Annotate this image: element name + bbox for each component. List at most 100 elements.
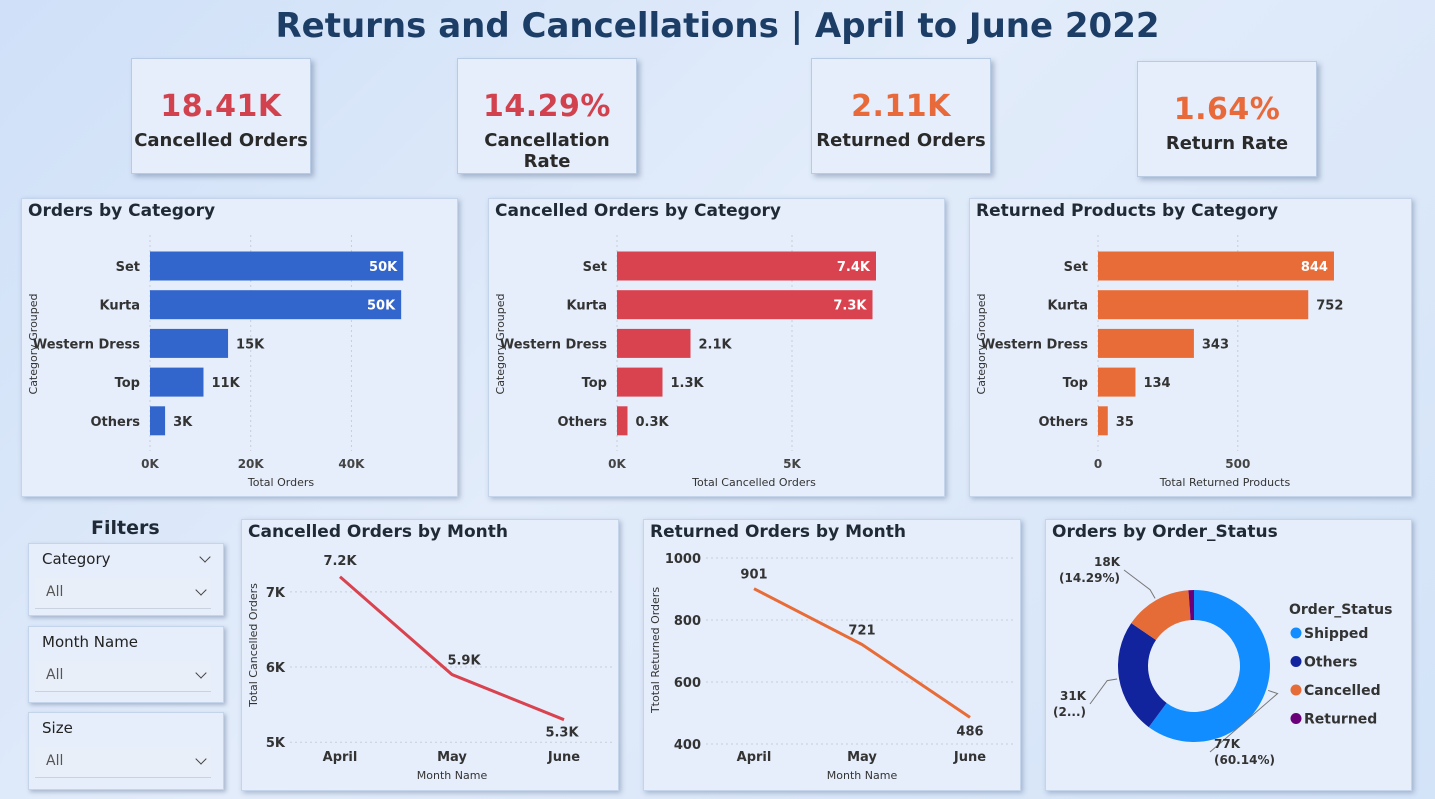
donut-slice <box>1131 590 1191 641</box>
category-label: Kurta <box>100 299 141 314</box>
category-label: Western Dress <box>981 337 1088 352</box>
cancelled-by-month-panel: Cancelled Orders by Month 5K 6K 7K 7.2K Apri… <box>241 519 619 791</box>
category-label: Western Dress <box>33 337 140 352</box>
cancelled-by-category-panel: Cancelled Orders by Category 0K 5K Set 7.4K… <box>488 198 945 497</box>
x-tick-label: June <box>547 750 580 765</box>
category-label: Top <box>115 376 140 391</box>
bar <box>617 290 873 320</box>
leader-line <box>1123 569 1156 599</box>
x-tick-label: 20K <box>238 457 265 471</box>
chevron-down-icon[interactable] <box>199 551 211 563</box>
x-axis-title: Month Name <box>827 769 898 782</box>
x-tick-label: 5K <box>783 457 801 471</box>
orders-by-status-chart: 77K (60.14%) 31K (2...) 18K (14.29%) Order_Sta… <box>1053 555 1392 767</box>
data-label: 721 <box>848 623 875 638</box>
y-axis-title: Category Grouped <box>494 294 507 395</box>
category-label: Western Dress <box>500 337 607 352</box>
donut-slice <box>1188 590 1194 621</box>
data-label: 752 <box>1316 299 1343 314</box>
chevron-down-icon <box>195 753 207 765</box>
y-axis-title: Category Grouped <box>975 294 988 395</box>
data-label: 11K <box>211 376 240 391</box>
filter-label: Category <box>42 550 111 568</box>
data-label: 50K <box>367 299 396 314</box>
filter-value: All <box>46 667 64 683</box>
category-label: Others <box>558 415 608 430</box>
slice-label: (2...) <box>1053 705 1086 719</box>
data-label: 5.3K <box>545 726 579 741</box>
orders-by-status-panel: Orders by Order_Status 77K (60.14%) 31K (2.… <box>1045 519 1412 791</box>
returned-by-month-chart: 400 600 800 1000 901 April 721 May 486 June Month … <box>649 552 1016 782</box>
kpi-value: 2.11K <box>851 89 951 124</box>
filters-title: Filters <box>91 517 160 539</box>
x-axis-title: Total Cancelled Orders <box>691 476 816 489</box>
y-tick-label: 1000 <box>665 552 701 567</box>
donut-slice <box>1148 590 1270 742</box>
bar <box>1098 406 1108 436</box>
bar <box>1098 328 1194 358</box>
filter-value: All <box>46 584 64 600</box>
data-label: 5.9K <box>447 654 481 669</box>
kpi-label: Cancellation Rate <box>484 130 610 172</box>
y-tick-label: 7K <box>266 586 286 601</box>
leader-line <box>1089 678 1118 705</box>
bar <box>617 328 691 358</box>
bar <box>617 406 628 436</box>
filter-label: Month Name <box>42 633 139 651</box>
chart-title: Cancelled Orders by Category <box>495 201 781 221</box>
slice-label: (60.14%) <box>1214 753 1275 767</box>
kpi-card-returned-orders: 2.11K Returned Orders <box>811 58 991 174</box>
data-label: 0.3K <box>636 415 670 430</box>
bar <box>617 251 876 281</box>
data-label: 7.2K <box>323 554 357 569</box>
legend-title: Order_Status <box>1289 602 1392 618</box>
kpi-card-cancellation-rate: 14.29% Cancellation Rate <box>457 58 637 174</box>
slice-label: 31K <box>1060 689 1087 703</box>
data-label: 134 <box>1143 376 1170 391</box>
cancelled-by-month-chart: 5K 6K 7K 7.2K April 5.9K May 5.3K June Month Name… <box>247 554 612 782</box>
chart-title: Returned Products by Category <box>976 201 1279 221</box>
legend-marker <box>1290 627 1302 639</box>
filter-month-name[interactable]: Month Name All <box>28 626 224 703</box>
legend-marker <box>1290 713 1302 724</box>
y-tick-label: 6K <box>266 661 286 676</box>
series-line <box>753 587 971 719</box>
orders-by-category-panel: Orders by Category 0K 20K 40K Set 50K Kurta 50… <box>21 198 458 497</box>
data-label: 2.1K <box>699 337 733 352</box>
legend-label: Others <box>1304 655 1357 671</box>
bar <box>1098 290 1309 320</box>
kpi-label: Return Rate <box>1165 133 1289 154</box>
filter-size[interactable]: Size All <box>28 712 224 790</box>
chart-title: Orders by Category <box>28 201 216 221</box>
x-tick-label: May <box>847 750 877 765</box>
filter-select[interactable]: All <box>35 661 211 692</box>
category-label: Others <box>1039 415 1089 430</box>
legend-marker <box>1290 656 1302 667</box>
category-label: Set <box>583 260 607 275</box>
x-axis-title: Month Name <box>417 769 488 782</box>
x-tick-label: 0 <box>1094 457 1102 471</box>
chart-title: Returned Orders by Month <box>650 522 907 542</box>
y-axis-title: Category Grouped <box>27 294 40 395</box>
data-label: 343 <box>1202 337 1229 352</box>
data-label: 7.4K <box>837 260 871 275</box>
slice-label: (14.29%) <box>1059 571 1120 585</box>
legend-label: Cancelled <box>1304 683 1381 699</box>
data-label: 901 <box>740 568 767 583</box>
y-tick-label: 5K <box>266 736 286 751</box>
x-tick-label: April <box>323 750 358 765</box>
filter-select[interactable]: All <box>35 747 211 778</box>
slice-label: 18K <box>1094 555 1121 569</box>
bar <box>1098 367 1136 397</box>
category-label: Kurta <box>1048 299 1089 314</box>
x-tick-label: April <box>737 750 772 765</box>
data-label: 844 <box>1301 260 1328 275</box>
x-tick-label: May <box>437 750 467 765</box>
filter-category[interactable]: Category All <box>28 543 224 616</box>
chart-title: Orders by Order_Status <box>1052 522 1278 542</box>
category-label: Others <box>91 415 141 430</box>
x-tick-label: June <box>953 750 986 765</box>
y-tick-label: 400 <box>674 738 701 753</box>
bar <box>150 406 166 436</box>
filter-select[interactable]: All <box>35 578 211 609</box>
